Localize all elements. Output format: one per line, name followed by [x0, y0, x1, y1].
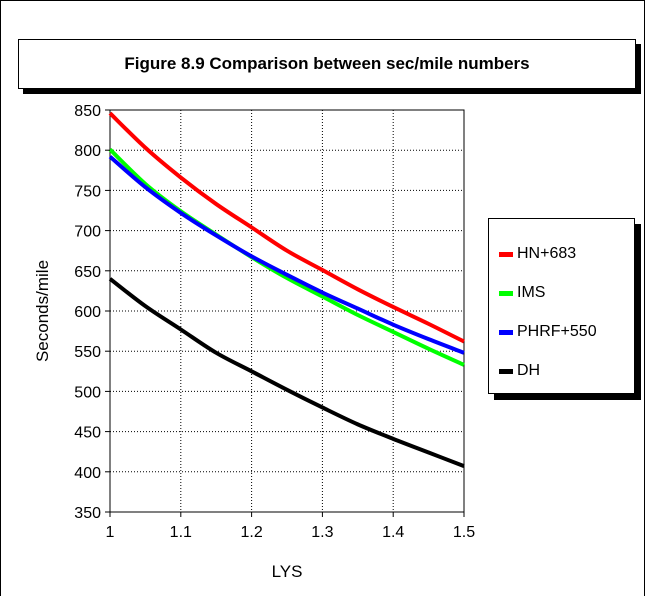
x-tick-label: 1.2 — [240, 524, 262, 541]
y-tick-label: 350 — [74, 505, 101, 522]
y-tick-label: 450 — [74, 425, 101, 442]
chart-title: Figure 8.9 Comparison between sec/mile n… — [18, 39, 636, 89]
legend-swatch — [499, 368, 513, 374]
series-line-dh — [108, 277, 465, 469]
series-line-hn-683 — [108, 111, 465, 344]
y-tick-label: 800 — [74, 143, 101, 160]
x-tick-label: 1.4 — [382, 524, 404, 541]
y-tick-label: 650 — [74, 264, 101, 281]
legend-item: HN+683 — [499, 244, 576, 264]
x-tick-label: 1 — [106, 524, 115, 541]
x-tick-label: 1.1 — [170, 524, 192, 541]
x-tick-label: 1.5 — [453, 524, 475, 541]
y-tick-label: 750 — [74, 183, 101, 200]
y-tick-label: 700 — [74, 224, 101, 241]
y-tick-label: 400 — [74, 465, 101, 482]
grid-layer — [110, 110, 464, 512]
legend: HN+683 IMS PHRF+550 DH — [488, 218, 635, 394]
legend-item: PHRF+550 — [499, 322, 597, 342]
legend-swatch — [499, 251, 513, 257]
legend-label: IMS — [517, 284, 546, 301]
legend-swatch — [499, 329, 513, 335]
series-layer — [108, 111, 465, 469]
y-tick-label: 850 — [74, 103, 101, 120]
y-tick-label: 550 — [74, 344, 101, 361]
y-axis-label: Seconds/mile — [33, 260, 52, 362]
legend-label: DH — [517, 362, 541, 379]
x-axis-label: LYS — [272, 562, 303, 581]
legend-label: PHRF+550 — [517, 323, 597, 340]
y-tick-label: 500 — [74, 384, 101, 401]
legend-swatch — [499, 290, 513, 296]
x-tick-label: 1.3 — [311, 524, 333, 541]
legend-label: HN+683 — [517, 245, 577, 262]
legend-item: DH — [499, 361, 540, 381]
legend-item: IMS — [499, 283, 545, 303]
ticks-layer: 1 1.1 1.2 1.3 1.4 1.5 350 400 450 500 550 600 650 700… — [74, 103, 475, 541]
y-tick-label: 600 — [74, 304, 101, 321]
series-line-phrf-550 — [108, 155, 465, 355]
